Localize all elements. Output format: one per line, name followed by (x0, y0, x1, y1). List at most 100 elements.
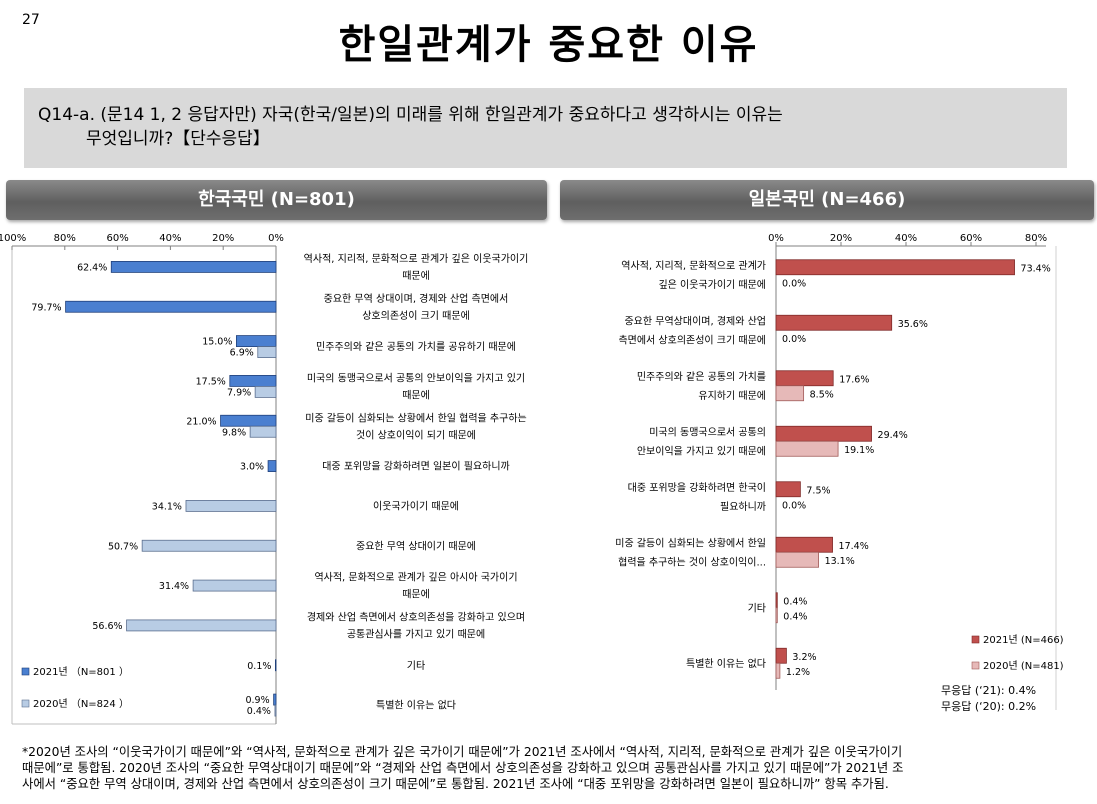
japan-bar-2021-label: 0.4% (783, 596, 807, 607)
japan-bar-2021 (775, 314, 893, 331)
korea-bar-2021-label: 15.0% (202, 337, 232, 348)
japan-bar-2021-label: 3.2% (792, 652, 816, 663)
japan-panel-header: 일본국민 (N=466) (560, 180, 1094, 220)
japan-category-label: 안보이익을 가지고 있기 때문에 (637, 445, 766, 457)
japan-legend-2021-label: 2021년 (N=466) (983, 634, 1064, 646)
japan-bar-2020-label: 0.0% (782, 500, 806, 511)
korea-x-tick-label: 20% (212, 233, 234, 244)
japan-bar-2021 (775, 481, 801, 498)
japan-bar-2020 (775, 440, 839, 457)
japan-category-label: 대중 포위망을 강화하려면 한국이 (628, 481, 766, 494)
korea-x-tick-label: 80% (54, 233, 76, 244)
japan-bar-2020 (775, 662, 781, 679)
korea-bar-2021 (274, 659, 277, 672)
korea-category-label: 미국의 동맹국으로서 공통의 안보이익을 가지고 있기 (307, 372, 525, 384)
korea-bar-2021 (229, 375, 277, 387)
korea-bar-2021 (235, 335, 277, 347)
footnote-line-1: *2020년 조사의 “이웃국가이기 때문에”와 “역사적, 문화적으로 관계가… (22, 745, 903, 759)
korea-category-label: 특별한 이유는 없다 (376, 699, 456, 712)
japan-bar-2021 (775, 536, 833, 553)
japan-category-label: 유지하기 때문에 (698, 389, 766, 402)
korea-legend-2021-swatch (21, 667, 30, 676)
japan-category-label: 미중 갈등이 심화되는 상황에서 한일 (615, 536, 766, 549)
japan-bar-2020 (775, 551, 819, 568)
korea-bar-2020-label: 6.9% (230, 348, 254, 359)
japan-category-label: 미국의 동맹국으로서 공통의 (649, 426, 766, 438)
japan-bar-2021-label: 17.6% (839, 374, 869, 385)
japan-bar-2021-label: 73.4% (1021, 263, 1051, 274)
korea-bar-2021-label: 79.7% (31, 302, 61, 313)
japan-legend-2020-swatch (971, 661, 980, 670)
korea-bar-2021-label: 21.0% (186, 416, 216, 427)
korea-category-label: 것이 상호이익이 되기 때문에 (356, 429, 476, 441)
footnote-line-2: 때문에”로 통합됨. 2020년 조사의 “중요한 무역상대이기 때문에”와 “… (22, 761, 904, 775)
page-title: 한일관계가 중요한 이유 (338, 22, 759, 68)
japan-bar-2021 (775, 370, 834, 387)
japan-category-label: 중요한 무역상대이며, 경제와 산업 (624, 314, 766, 327)
korea-category-label: 중요한 무역 상대이며, 경제와 산업 측면에서 (324, 292, 509, 305)
korea-panel-header: 한국국민 (N=801) (6, 180, 547, 220)
korea-bar-2020 (192, 579, 277, 592)
japan-bar-2020-label: 0.4% (783, 611, 807, 622)
japan-legend-2021-swatch (971, 635, 980, 644)
korea-bar-2021-label: 17.5% (196, 376, 226, 387)
japan-category-label: 기타 (748, 602, 766, 614)
korea-bar-2020-label: 0.4% (247, 706, 271, 717)
japan-bar-2021-label: 29.4% (878, 430, 908, 441)
japan-legend-2020-label: 2020년 (N=481) (983, 660, 1064, 672)
korea-bar-2021 (267, 460, 277, 472)
korea-bar-2021 (220, 414, 277, 427)
japan-category-label: 측면에서 상호의존성이 크기 때문에 (618, 334, 766, 346)
japan-bar-2021 (775, 259, 1015, 276)
korea-legend-2020-swatch (21, 699, 30, 708)
korea-legend-2021-label: 2021년 （N=801 ） (33, 666, 129, 678)
korea-category-label: 역사적, 문화적으로 관계가 깊은 아시아 국가이기 (314, 572, 517, 584)
korea-category-label: 기타 (407, 660, 425, 672)
question-line-2: 무엇입니까?【단수응답】 (86, 129, 270, 149)
japan-category-label: 깊은 이웃국가이기 때문에 (658, 279, 766, 291)
chart-legends: 2021년 （N=801 ） 2020년 （N=824 ） 2021년 (N=466… (21, 634, 1064, 713)
korea-bar-2020-label: 9.8% (222, 427, 246, 438)
japan-category-label: 역사적, 지리적, 문화적으로 관계가 (621, 260, 766, 272)
japan-x-tick-label: 0% (768, 233, 784, 244)
japan-x-tick-label: 60% (960, 233, 982, 244)
korea-bar-2020-label: 50.7% (108, 541, 138, 552)
korea-bar-2020 (249, 425, 277, 438)
japan-x-tick-label: 80% (1025, 233, 1047, 244)
japan-bar-2020-label: 1.2% (786, 667, 810, 678)
korea-bar-2020 (257, 346, 277, 358)
korea-bar-2021-label: 0.9% (245, 695, 269, 706)
japan-bar-2020-label: 19.1% (844, 445, 874, 456)
korea-category-label: 역사적, 지리적, 문화적으로 관계가 깊은 이웃국가이기 (304, 253, 529, 265)
korea-category-label: 공통관심사를 가지고 있기 때문에 (347, 628, 485, 640)
question-box: Q14-a. (문14 1, 2 응답자만) 자국(한국/일본)의 미래를 위해… (24, 88, 1067, 168)
japan-category-label: 필요하니까 (720, 500, 766, 513)
japan-bar-2021 (775, 425, 872, 442)
korea-bar-2020 (141, 539, 277, 552)
korea-bar-2020-label: 34.1% (152, 501, 182, 512)
korea-bar-2020 (254, 386, 277, 398)
japan-bar-2020 (775, 607, 778, 624)
korea-category-label: 때문에 (402, 270, 430, 282)
footnote: *2020년 조사의 “이웃국가이기 때문에”와 “역사적, 문화적으로 관계가… (22, 744, 1082, 792)
korea-bar-2020 (126, 619, 277, 632)
japan-bar-2020-label: 13.1% (825, 556, 855, 567)
korea-category-label: 중요한 무역 상대이기 때문에 (356, 540, 476, 552)
japan-category-label: 민주주의와 같은 공통의 가치를 (637, 371, 766, 383)
korea-category-label: 때문에 (402, 389, 430, 401)
korea-category-label: 이웃국가이기 때문에 (373, 500, 459, 512)
japan-bar-2020 (775, 385, 805, 402)
korea-bar-2020 (274, 704, 277, 717)
korea-x-tick-label: 40% (159, 233, 181, 244)
korea-category-label: 때문에 (402, 589, 430, 601)
japan-category-label: 협력을 추구하는 것이 상호이익이... (618, 555, 766, 568)
page-number: 27 (22, 12, 40, 28)
japan-bar-2021-label: 7.5% (806, 485, 830, 496)
korea-bar-2020-label: 7.9% (227, 387, 251, 398)
japan-bar-2020-label: 8.5% (810, 389, 834, 400)
korea-bar-2021-label: 0.1% (247, 661, 271, 672)
japan-bar-2021-label: 35.6% (898, 319, 928, 330)
japan-x-tick-label: 40% (895, 233, 917, 244)
question-line-1: Q14-a. (문14 1, 2 응답자만) 자국(한국/일본)의 미래를 위해… (38, 105, 783, 125)
